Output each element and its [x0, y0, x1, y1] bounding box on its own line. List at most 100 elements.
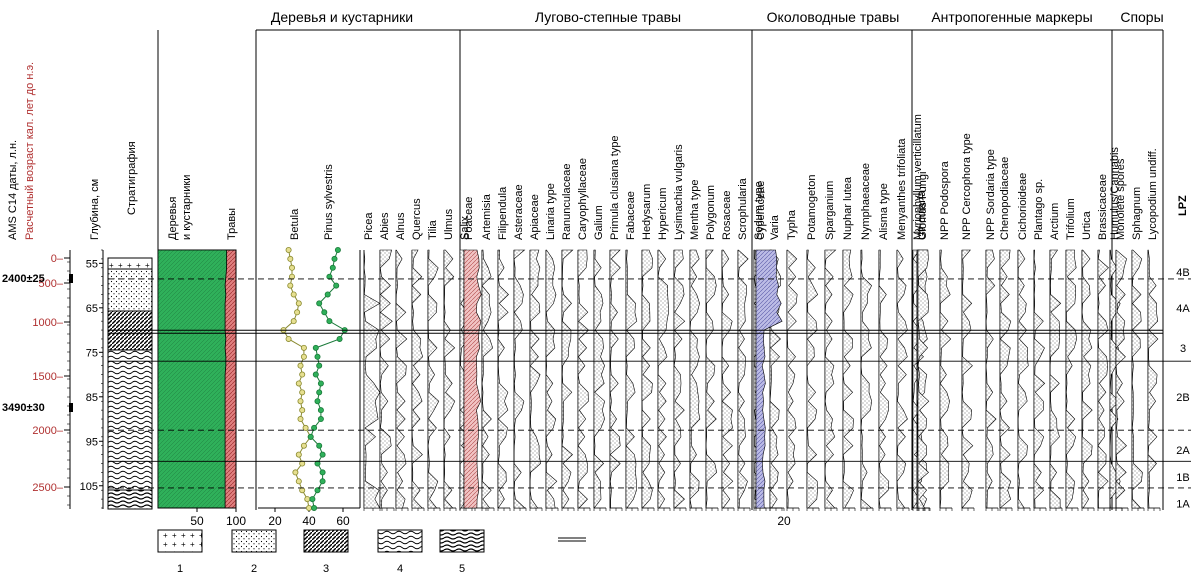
- pinus-point: [321, 309, 328, 316]
- ams-date: 3490±30: [2, 402, 45, 414]
- taxon-curve: [1115, 249, 1127, 509]
- taxon-curve: [641, 249, 654, 509]
- taxon-label: Polygonum: [705, 185, 717, 240]
- taxon-label: Linaria type: [545, 183, 557, 240]
- taxon-curve: [860, 249, 873, 509]
- taxon-label: Cyperaceae: [755, 181, 767, 240]
- ams-date-marker: [69, 274, 73, 283]
- taxon-label: Alnus: [395, 212, 407, 240]
- betula-point: [297, 362, 304, 369]
- pinus-point: [319, 478, 326, 485]
- trees-col-label-1: Деревья: [167, 197, 179, 240]
- taxon-curve: [721, 249, 734, 509]
- taxon-label: Mentha type: [689, 179, 701, 240]
- betula-point: [294, 309, 301, 316]
- taxon-label: Myriophyllum verticillatum: [912, 114, 924, 240]
- taxon-curve: [806, 249, 819, 509]
- taxon-label: Artemisia: [481, 193, 493, 240]
- age-tick-label: 500–: [39, 278, 64, 290]
- legend-swatch-5: [439, 529, 485, 553]
- taxon-label: Sphagnum: [1131, 187, 1143, 240]
- trees-herbs-plot: 50 100: [157, 30, 246, 528]
- taxon-label: Fabaceae: [625, 191, 637, 240]
- taxon-curve: [1049, 249, 1062, 509]
- group-header-meadow: Лугово-степные травы: [535, 9, 681, 25]
- age-tick-label: 0–: [51, 253, 64, 265]
- age-tick-label: 1500–: [32, 371, 63, 383]
- pinus-point: [316, 300, 323, 307]
- legend-label-4: 4: [397, 563, 403, 575]
- zone-label: 1A: [1176, 499, 1190, 511]
- taxon-label: Alisma type: [878, 183, 890, 240]
- legend-label-5: 5: [459, 563, 465, 575]
- depth-tick-label: 75: [86, 347, 98, 359]
- strat-legend: 1 2 3 4 5: [157, 529, 586, 575]
- legend-label-1: 1: [177, 563, 183, 575]
- taxon-curve: [427, 249, 440, 509]
- stratigraphy-column: [107, 257, 153, 510]
- taxon-label: Quercus: [411, 198, 423, 240]
- betula-point: [295, 300, 302, 307]
- pinus-point: [336, 335, 343, 342]
- taxon-label: Salix: [459, 216, 471, 240]
- taxon-curve: [593, 249, 606, 509]
- trees-shrubs-area: [157, 249, 228, 509]
- pinus-point: [307, 433, 314, 440]
- pinus-point: [314, 398, 321, 405]
- taxon-label: Nuphar lutea: [842, 176, 854, 240]
- age-axis: 0– 500– 1000– 1500– 2000– 2500–: [32, 250, 71, 509]
- betula-point: [299, 389, 306, 396]
- pinus-point: [312, 371, 319, 378]
- taxon-label: Trifolium: [1065, 198, 1077, 240]
- taxon-curve: [705, 249, 718, 509]
- group-boxes: [255, 29, 1164, 510]
- taxon-label: NPP Sordaria type: [985, 149, 997, 240]
- taxon-label: Galium: [593, 205, 605, 240]
- taxon-label: Sparganium: [824, 181, 836, 240]
- taxon-label: Lycopodium undiff.: [1147, 148, 1159, 240]
- taxon-label: Potamogeton: [806, 175, 818, 240]
- taxon-curve: [1065, 249, 1077, 509]
- taxon-curve: [363, 249, 381, 509]
- betula-point: [297, 398, 304, 405]
- zone-label: 1B: [1176, 472, 1189, 484]
- taxon-label: Filipendula: [497, 186, 509, 240]
- pinus-point: [334, 246, 341, 253]
- taxon-label: Rosaceae: [721, 190, 733, 240]
- betula-label: Betula: [289, 208, 301, 240]
- taxon-curve: [896, 249, 908, 509]
- taxon-curve: [561, 249, 574, 509]
- taxon-curve: [786, 249, 798, 509]
- taxon-label: Scrophularia: [737, 177, 749, 240]
- taxon-label: Monolete spores: [1115, 158, 1127, 240]
- taxon-curve: [379, 249, 393, 509]
- taxon-curve: [463, 249, 482, 509]
- taxon-label: Hedysarum: [641, 184, 653, 240]
- taxon-label: Utricularia: [916, 190, 928, 240]
- taxon-curve: [1097, 249, 1109, 509]
- zone-lines: 4B 4A 3 2B 2A 1B 1A: [108, 267, 1191, 511]
- taxon-curve: [917, 249, 930, 509]
- group-header-wetland: Околоводные травы: [767, 9, 900, 25]
- betula-point: [302, 424, 309, 431]
- pinus-point: [314, 487, 321, 494]
- taxon-curve: [1033, 249, 1046, 509]
- legend-swatch-1: [157, 529, 203, 553]
- strat-layer-5: [107, 489, 153, 510]
- taxon-curve: [673, 249, 686, 509]
- taxon-curve: [481, 249, 494, 509]
- pinus-point: [331, 255, 338, 262]
- pinus-point: [316, 362, 323, 369]
- betula-point: [295, 380, 302, 387]
- pinus-point: [319, 451, 326, 458]
- taxon-curve: [985, 249, 997, 509]
- betula-point: [304, 496, 311, 503]
- betula-point: [288, 264, 295, 271]
- depth-tick-label: 85: [86, 392, 98, 404]
- taxon-label: Poaceae: [463, 197, 475, 240]
- taxon-curve: [577, 249, 590, 509]
- pinus-point: [333, 282, 340, 289]
- zone-label: 4B: [1176, 267, 1189, 279]
- taxon-label: Hypericum: [657, 187, 669, 240]
